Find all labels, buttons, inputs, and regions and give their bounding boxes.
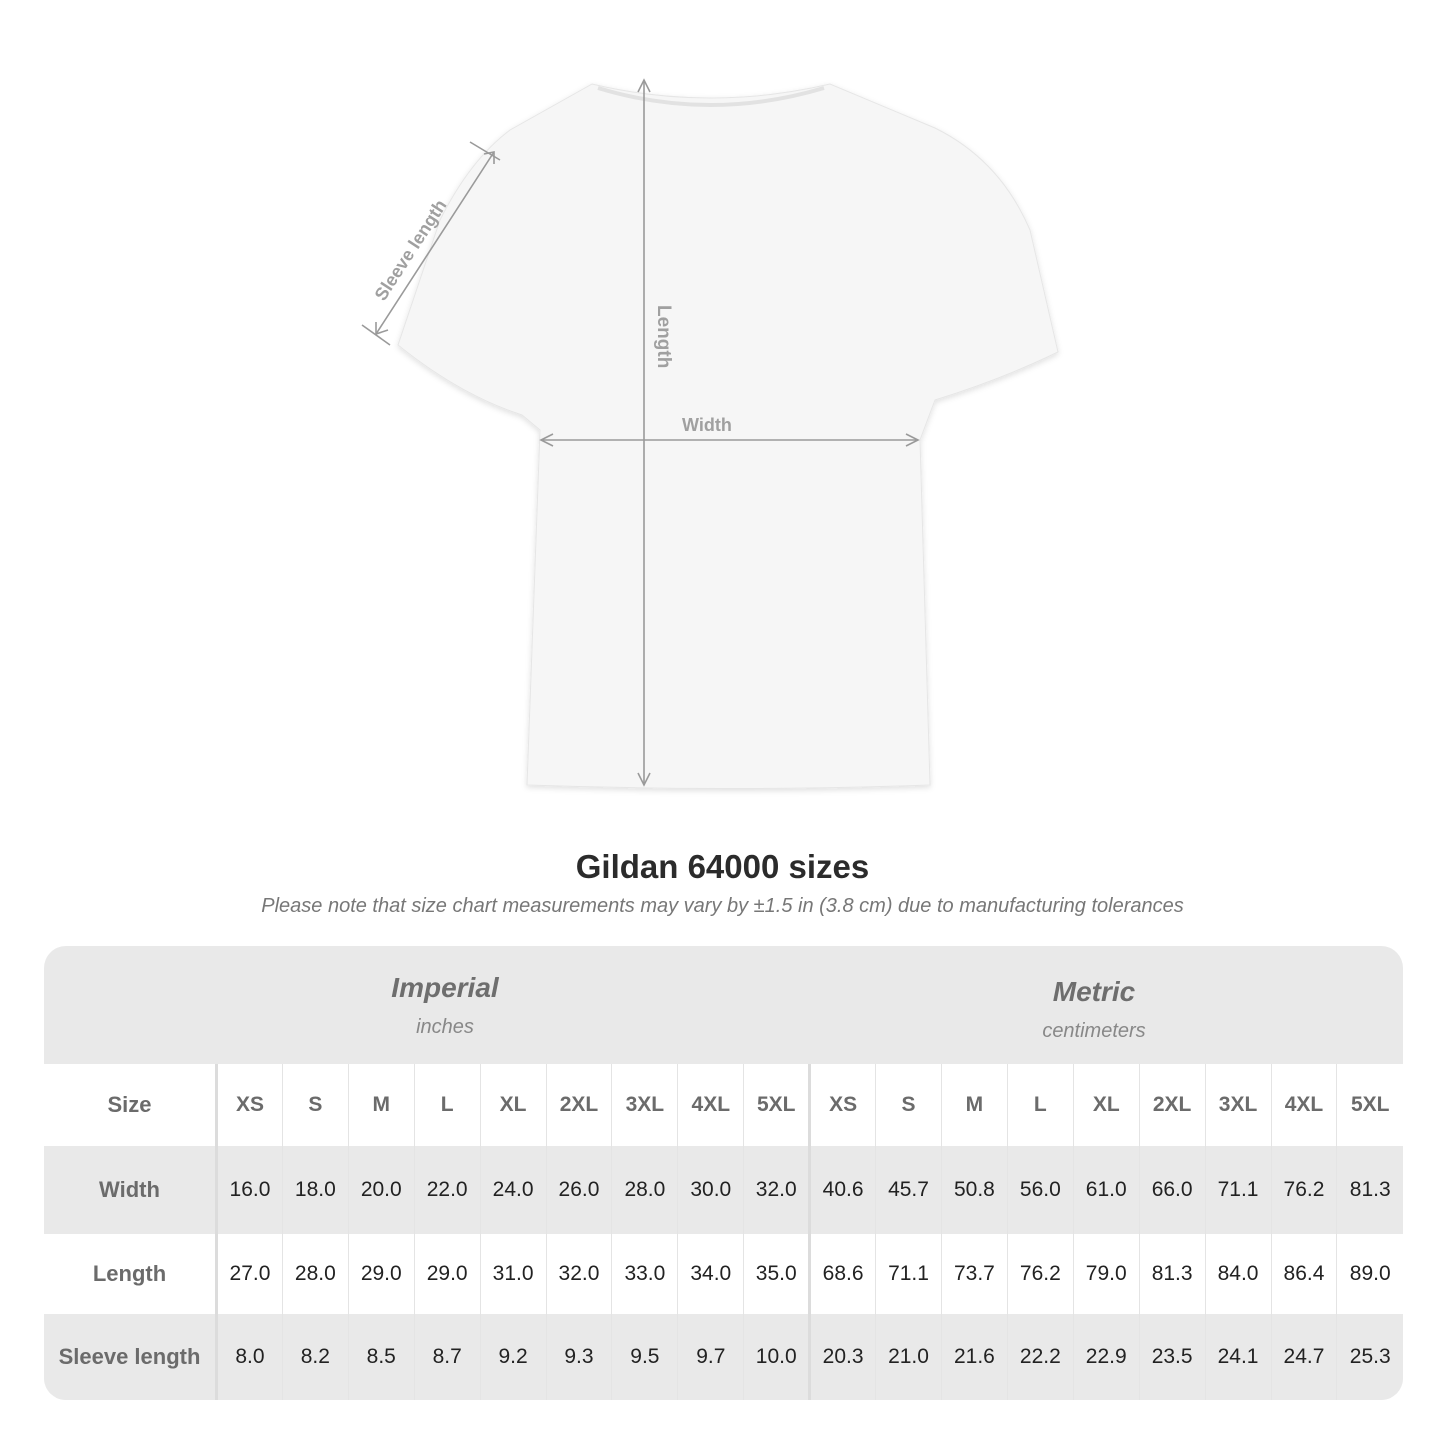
imperial-size-2xl: 2XL bbox=[545, 1064, 612, 1146]
length-label: Length bbox=[653, 305, 674, 368]
size-table: Size XS S M L XL 2XL 3XL 4XL 5XL XS S M L XL 2XL 3XL 4XL 5… bbox=[44, 1064, 1403, 1400]
imperial-value: 31.0 bbox=[479, 1234, 547, 1314]
size-chart: Imperial inches Metric centimeters Size X… bbox=[44, 946, 1403, 1400]
metric-value: 24.7 bbox=[1270, 1314, 1337, 1400]
metric-value: 71.1 bbox=[1204, 1146, 1271, 1234]
metric-size-m: M bbox=[940, 1064, 1008, 1146]
row-label: Width bbox=[44, 1146, 218, 1234]
imperial-value: 35.0 bbox=[743, 1234, 810, 1314]
imperial-size-xs: XS bbox=[216, 1064, 283, 1146]
imperial-size-s: S bbox=[281, 1064, 349, 1146]
metric-value: 20.3 bbox=[808, 1314, 876, 1400]
size-header: Size bbox=[44, 1064, 218, 1146]
metric-value: 21.6 bbox=[940, 1314, 1008, 1400]
metric-size-2xl: 2XL bbox=[1138, 1064, 1206, 1146]
imperial-value: 22.0 bbox=[413, 1146, 481, 1234]
imperial-size-4xl: 4XL bbox=[677, 1064, 744, 1146]
imperial-value: 28.0 bbox=[281, 1234, 349, 1314]
metric-size-l: L bbox=[1006, 1064, 1074, 1146]
imperial-size-3xl: 3XL bbox=[611, 1064, 678, 1146]
imperial-value: 32.0 bbox=[545, 1234, 612, 1314]
imperial-value: 9.3 bbox=[545, 1314, 612, 1400]
metric-value: 79.0 bbox=[1072, 1234, 1140, 1314]
imperial-value: 28.0 bbox=[611, 1146, 678, 1234]
metric-value: 61.0 bbox=[1072, 1146, 1140, 1234]
imperial-value: 20.0 bbox=[347, 1146, 415, 1234]
metric-value: 84.0 bbox=[1204, 1234, 1271, 1314]
metric-value: 22.9 bbox=[1072, 1314, 1140, 1400]
imperial-value: 10.0 bbox=[743, 1314, 810, 1400]
metric-value: 24.1 bbox=[1204, 1314, 1271, 1400]
measure-arrows bbox=[361, 78, 920, 787]
imperial-value: 24.0 bbox=[479, 1146, 547, 1234]
metric-value: 89.0 bbox=[1336, 1234, 1403, 1314]
imperial-value: 34.0 bbox=[677, 1234, 744, 1314]
width-label: Width bbox=[682, 415, 732, 435]
imperial-size-5xl: 5XL bbox=[743, 1064, 810, 1146]
metric-value: 25.3 bbox=[1336, 1314, 1403, 1400]
imperial-value: 8.0 bbox=[216, 1314, 283, 1400]
metric-size-s: S bbox=[875, 1064, 942, 1146]
tolerance-note: Please note that size chart measurements… bbox=[261, 895, 1184, 917]
imperial-size-xl: XL bbox=[479, 1064, 547, 1146]
imperial-value: 29.0 bbox=[347, 1234, 415, 1314]
metric-value: 76.2 bbox=[1270, 1146, 1337, 1234]
metric-value: 68.6 bbox=[808, 1234, 876, 1314]
imperial-size-m: M bbox=[347, 1064, 415, 1146]
metric-value: 71.1 bbox=[875, 1234, 942, 1314]
imperial-value: 33.0 bbox=[611, 1234, 678, 1314]
imperial-value: 8.5 bbox=[347, 1314, 415, 1400]
imperial-value: 27.0 bbox=[216, 1234, 283, 1314]
metric-size-3xl: 3XL bbox=[1204, 1064, 1271, 1146]
table-row: Sleeve length 8.0 8.2 8.5 8.7 9.2 9.3 9.5 9.7 10.… bbox=[44, 1314, 1403, 1400]
imperial-value: 9.5 bbox=[611, 1314, 678, 1400]
imperial-value: 18.0 bbox=[281, 1146, 349, 1234]
table-header-row: Size XS S M L XL 2XL 3XL 4XL 5XL XS S M L XL 2XL 3XL 4XL 5… bbox=[44, 1064, 1403, 1146]
imperial-value: 9.2 bbox=[479, 1314, 547, 1400]
imperial-value: 26.0 bbox=[545, 1146, 612, 1234]
metric-size-xs: XS bbox=[808, 1064, 876, 1146]
metric-value: 50.8 bbox=[940, 1146, 1008, 1234]
tshirt-diagram: Sleeve length Length Width bbox=[361, 78, 1059, 789]
metric-value: 23.5 bbox=[1138, 1314, 1206, 1400]
metric-size-xl: XL bbox=[1072, 1064, 1140, 1146]
metric-value: 21.0 bbox=[875, 1314, 942, 1400]
metric-value: 81.3 bbox=[1138, 1234, 1206, 1314]
imperial-value: 16.0 bbox=[216, 1146, 283, 1234]
imperial-value: 8.7 bbox=[413, 1314, 481, 1400]
row-label: Length bbox=[44, 1234, 218, 1314]
metric-value: 86.4 bbox=[1270, 1234, 1337, 1314]
metric-value: 81.3 bbox=[1336, 1146, 1403, 1234]
metric-header: Metric centimeters bbox=[1042, 976, 1146, 1042]
metric-value: 76.2 bbox=[1006, 1234, 1074, 1314]
metric-value: 22.2 bbox=[1006, 1314, 1074, 1400]
metric-value: 66.0 bbox=[1138, 1146, 1206, 1234]
metric-value: 73.7 bbox=[940, 1234, 1008, 1314]
metric-size-5xl: 5XL bbox=[1336, 1064, 1403, 1146]
imperial-size-l: L bbox=[413, 1064, 481, 1146]
imperial-header: Imperial inches bbox=[391, 972, 499, 1038]
tshirt-shape bbox=[397, 83, 1059, 789]
metric-value: 40.6 bbox=[808, 1146, 876, 1234]
row-label: Sleeve length bbox=[44, 1314, 218, 1400]
metric-value: 45.7 bbox=[875, 1146, 942, 1234]
imperial-value: 8.2 bbox=[281, 1314, 349, 1400]
imperial-value: 9.7 bbox=[677, 1314, 744, 1400]
table-row: Length 27.0 28.0 29.0 29.0 31.0 32.0 33.0 34.0 35… bbox=[44, 1234, 1403, 1314]
table-row: Width 16.0 18.0 20.0 22.0 24.0 26.0 28.0 30.0 32.… bbox=[44, 1146, 1403, 1234]
metric-size-4xl: 4XL bbox=[1270, 1064, 1337, 1146]
metric-value: 56.0 bbox=[1006, 1146, 1074, 1234]
imperial-value: 30.0 bbox=[677, 1146, 744, 1234]
imperial-value: 32.0 bbox=[743, 1146, 810, 1234]
page-title: Gildan 64000 sizes bbox=[575, 848, 870, 885]
imperial-value: 29.0 bbox=[413, 1234, 481, 1314]
